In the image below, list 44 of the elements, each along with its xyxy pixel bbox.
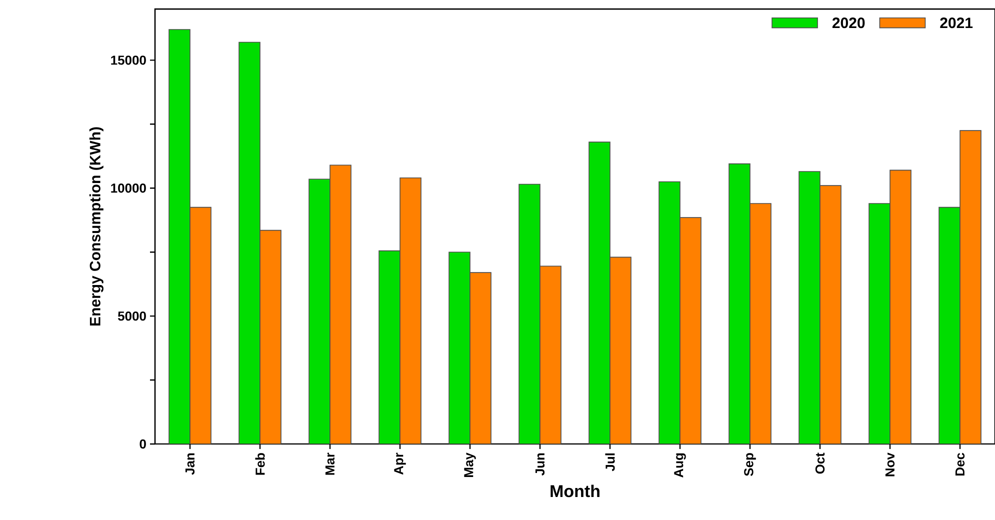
bar (449, 252, 470, 444)
bar (890, 170, 912, 444)
y-tick-label: 0 (140, 439, 146, 449)
bar (519, 184, 540, 444)
x-tick-label: Sep (744, 453, 756, 476)
bar (239, 42, 260, 444)
bar (960, 130, 982, 444)
bar (938, 206, 960, 444)
x-tick-label: Oct (815, 452, 825, 474)
x-tick-label: Jan (185, 453, 195, 475)
bar (659, 182, 680, 444)
legend-label: 2021 (940, 18, 973, 28)
bar (470, 272, 492, 444)
bar (309, 179, 330, 444)
bar (400, 178, 422, 444)
y-axis-title: Energy Consumption (KWh) (89, 127, 104, 326)
x-tick-label: Mar (325, 452, 335, 475)
legend-label: 2020 (832, 18, 865, 28)
x-tick-label: Jun (535, 453, 545, 476)
bar (379, 250, 400, 444)
x-tick-label: Dec (955, 452, 965, 476)
x-axis-title: Month (550, 484, 600, 498)
bar (190, 207, 212, 444)
bar (820, 186, 842, 444)
x-tick-label: Nov (885, 452, 895, 476)
bar (610, 257, 632, 444)
y-tick-label: 5000 (118, 311, 146, 321)
bar (799, 171, 820, 444)
bar (729, 164, 750, 444)
bar (750, 203, 772, 444)
x-tick-label: May (464, 452, 476, 477)
y-tick-label: 15000 (111, 56, 146, 65)
bar (330, 165, 352, 444)
bar (589, 142, 610, 444)
x-tick-label: Feb (255, 453, 265, 475)
x-tick-label: Apr (394, 452, 406, 475)
bar (260, 230, 282, 444)
bar (869, 203, 890, 444)
bar (169, 29, 190, 444)
x-tick-label: Aug (674, 453, 686, 478)
y-tick-label: 10000 (111, 184, 146, 193)
x-tick-label: Jul (605, 453, 615, 472)
bar (540, 266, 562, 444)
bar (680, 218, 702, 444)
